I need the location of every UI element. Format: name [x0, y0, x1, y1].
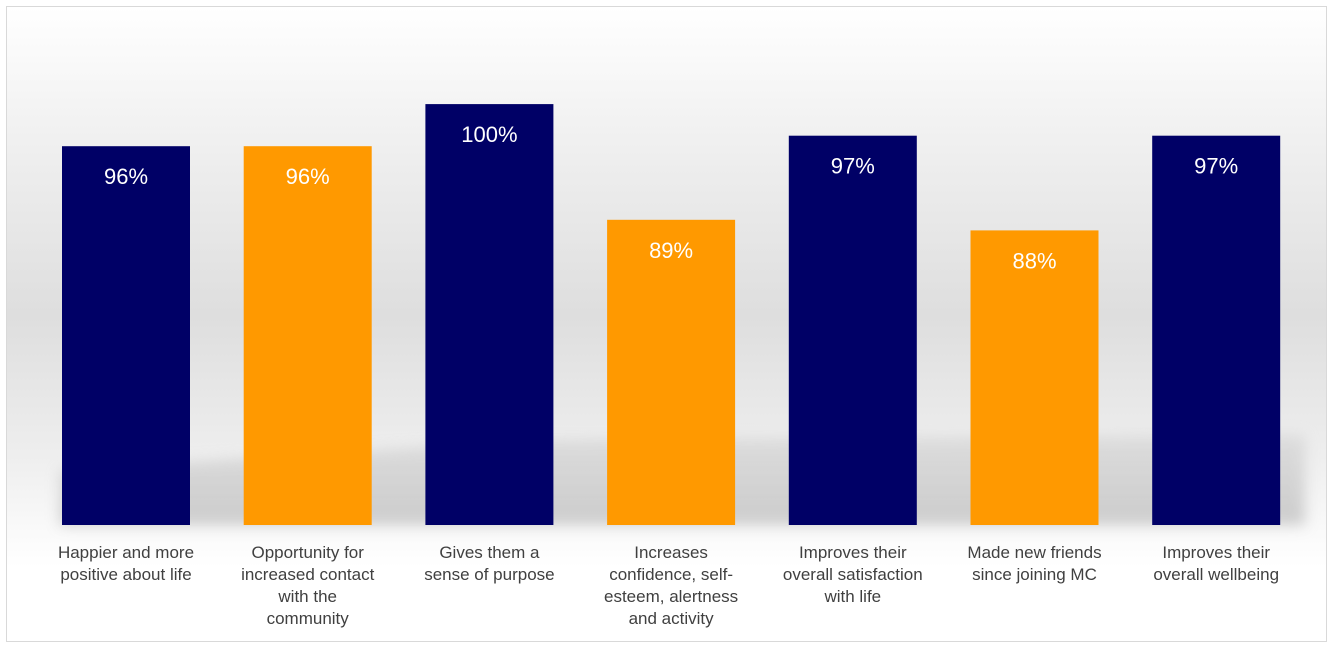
data-label-3: 100%: [461, 122, 517, 147]
data-label-4: 89%: [649, 238, 693, 263]
category-label-line: Improves their: [1162, 543, 1270, 562]
data-label-7: 97%: [1194, 154, 1238, 179]
category-label-line: overall satisfaction: [783, 565, 923, 584]
category-label-line: Opportunity for: [251, 543, 364, 562]
category-label-line: Happier and more: [58, 543, 194, 562]
category-label-line: and activity: [629, 609, 715, 628]
category-label-3: Gives them a sense of purpose: [424, 543, 554, 584]
category-label-line: since joining MC: [972, 565, 1097, 584]
bar-6: [970, 230, 1099, 525]
category-label-2: Opportunity for increased contact with the…: [241, 543, 375, 628]
category-label-line: increased contact: [241, 565, 375, 584]
bar-3: [425, 104, 554, 525]
category-label-4: Increases confidence, self-esteem, alertn…: [604, 543, 738, 628]
category-label-line: Increases: [634, 543, 708, 562]
category-label-line: Made new friends: [967, 543, 1101, 562]
category-label-6: Made new friends since joining MC: [967, 543, 1101, 584]
data-label-6: 88%: [1012, 248, 1056, 273]
data-label-1: 96%: [104, 164, 148, 189]
category-label-line: confidence, self-: [609, 565, 733, 584]
category-label-line: esteem, alertness: [604, 587, 738, 606]
category-label-line: community: [267, 609, 350, 628]
data-label-2: 96%: [286, 164, 330, 189]
bars-layer: 96% Happier and more positive about life 96…: [58, 104, 1281, 628]
bar-2: [243, 146, 372, 525]
bar-5: [788, 135, 917, 525]
category-label-5: Improves their overall satisfaction with l…: [783, 543, 923, 606]
category-label-7: Improves their overall wellbeing: [1153, 543, 1279, 584]
category-label-line: positive about life: [60, 565, 191, 584]
bar-7: [1152, 135, 1281, 525]
category-label-line: overall wellbeing: [1153, 565, 1279, 584]
category-label-line: sense of purpose: [424, 565, 554, 584]
data-label-5: 97%: [831, 154, 875, 179]
category-label-line: with the: [277, 587, 337, 606]
bar-4: [607, 219, 736, 526]
category-label-1: Happier and more positive about life: [58, 543, 194, 584]
category-label-line: with life: [823, 587, 881, 606]
category-label-line: Improves their: [799, 543, 907, 562]
bar-1: [62, 146, 190, 525]
category-label-line: Gives them a: [439, 543, 540, 562]
